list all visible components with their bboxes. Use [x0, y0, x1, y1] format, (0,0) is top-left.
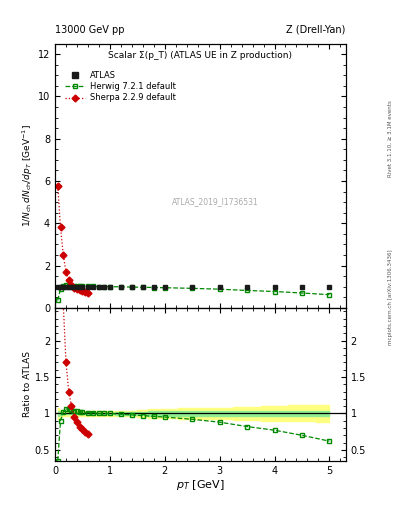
Text: 13000 GeV pp: 13000 GeV pp: [55, 25, 125, 35]
Text: Z (Drell-Yan): Z (Drell-Yan): [286, 25, 346, 35]
Legend: ATLAS, Herwig 7.2.1 default, Sherpa 2.2.9 default: ATLAS, Herwig 7.2.1 default, Sherpa 2.2.…: [62, 69, 178, 105]
Text: mcplots.cern.ch [arXiv:1306.3436]: mcplots.cern.ch [arXiv:1306.3436]: [388, 249, 393, 345]
Y-axis label: Ratio to ATLAS: Ratio to ATLAS: [23, 351, 32, 417]
Text: ATLAS_2019_I1736531: ATLAS_2019_I1736531: [172, 198, 258, 206]
Text: Scalar Σ(p_T) (ATLAS UE in Z production): Scalar Σ(p_T) (ATLAS UE in Z production): [108, 51, 292, 60]
Text: Rivet 3.1.10, ≥ 3.1M events: Rivet 3.1.10, ≥ 3.1M events: [388, 100, 393, 177]
Y-axis label: $1/N_\mathrm{ch}\,dN_\mathrm{ch}/dp_T$ [GeV$^{-1}$]: $1/N_\mathrm{ch}\,dN_\mathrm{ch}/dp_T$ […: [20, 124, 35, 227]
X-axis label: $p_T$ [GeV]: $p_T$ [GeV]: [176, 478, 225, 493]
